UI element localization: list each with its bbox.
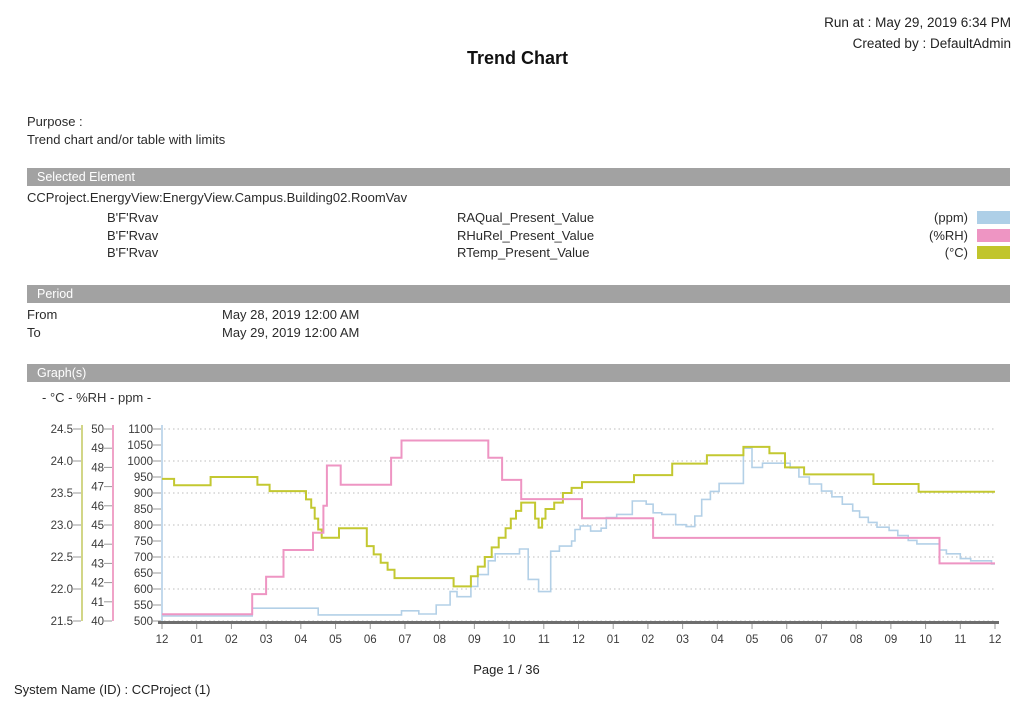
x-tick-label: 06 bbox=[364, 634, 377, 646]
created-by-text: Created by : DefaultAdmin bbox=[852, 36, 1011, 51]
x-tick-label: 11 bbox=[538, 634, 550, 646]
x-tick-label: 08 bbox=[433, 634, 446, 646]
y-tick-label: 21.5 bbox=[51, 616, 73, 628]
signal-name: RHuRel_Present_Value bbox=[457, 227, 595, 243]
x-tick-label: 02 bbox=[225, 634, 238, 646]
period-from-value: May 28, 2019 12:00 AM bbox=[222, 306, 360, 322]
x-tick-label: 06 bbox=[780, 634, 793, 646]
x-tick-label: 02 bbox=[642, 634, 655, 646]
x-tick-label: 04 bbox=[294, 634, 307, 646]
y-tick-label: 24.0 bbox=[51, 456, 73, 468]
y-tick-label: 500 bbox=[134, 616, 153, 628]
y-tick-label: 45 bbox=[91, 520, 104, 532]
y-tick-label: 47 bbox=[91, 482, 104, 494]
period-to-value: May 29, 2019 12:00 AM bbox=[222, 324, 360, 340]
x-tick-label: 11 bbox=[954, 634, 966, 646]
x-tick-label: 12 bbox=[572, 634, 585, 646]
x-tick-label: 01 bbox=[607, 634, 620, 646]
x-tick-label: 12 bbox=[156, 634, 169, 646]
period-to-row: To May 29, 2019 12:00 AM bbox=[27, 323, 1010, 341]
y-tick-label: 43 bbox=[91, 558, 104, 570]
y-tick-label: 600 bbox=[134, 584, 153, 596]
signal-name: RAQual_Present_Value bbox=[457, 210, 595, 226]
y-tick-label: 24.5 bbox=[51, 424, 73, 436]
x-tick-label: 07 bbox=[815, 634, 828, 646]
purpose-block: Purpose : Trend chart and/or table with … bbox=[27, 113, 1010, 149]
x-tick-label: 09 bbox=[468, 634, 481, 646]
x-tick-label: 05 bbox=[746, 634, 759, 646]
period-rows: From May 28, 2019 12:00 AM To May 29, 20… bbox=[27, 305, 1010, 341]
series-RTemp_Present_Value bbox=[162, 445, 995, 588]
y-tick-label: 42 bbox=[91, 578, 104, 590]
graphs-header: Graph(s) bbox=[27, 364, 1010, 382]
system-name: System Name (ID) : CCProject (1) bbox=[14, 682, 211, 697]
element-name: B'F'Rvav bbox=[107, 227, 159, 243]
y-tick-label: 40 bbox=[91, 616, 104, 628]
page-title: Trend Chart bbox=[466, 48, 568, 68]
purpose-label: Purpose : bbox=[27, 114, 83, 129]
period-to-label: To bbox=[27, 324, 41, 340]
signal-unit: (°C) bbox=[944, 245, 968, 261]
x-tick-label: 01 bbox=[190, 634, 203, 646]
y-tick-label: 22.0 bbox=[51, 584, 73, 596]
series-color-swatch bbox=[977, 228, 1010, 242]
y-tick-label: 1000 bbox=[127, 456, 153, 468]
y-tick-label: 800 bbox=[134, 520, 153, 532]
y-tick-label: 49 bbox=[91, 443, 104, 455]
x-tick-label: 09 bbox=[884, 634, 897, 646]
x-tick-label: 03 bbox=[260, 634, 273, 646]
element-row: B'F'Rvav RTemp_Present_Value (°C) bbox=[27, 244, 1010, 262]
y-tick-label: 950 bbox=[134, 472, 153, 484]
signal-unit: (%RH) bbox=[929, 227, 968, 243]
y-tick-label: 550 bbox=[134, 600, 153, 612]
y-tick-label: 23.5 bbox=[51, 488, 73, 500]
y-tick-label: 1100 bbox=[128, 424, 153, 436]
trend-chart: 24.5 24.0 23.5 23.0 22.5 22.0 21.5 50 49 48 47 46 45… bbox=[30, 413, 1015, 668]
purpose-text: Trend chart and/or table with limits bbox=[27, 132, 226, 147]
page-number: Page 1 / 36 bbox=[473, 662, 540, 677]
x-tick-label: 12 bbox=[989, 634, 1002, 646]
graph-units-legend: - °C - %RH - ppm - bbox=[42, 390, 152, 405]
report-run-info: Run at : May 29, 2019 6:34 PM Created by… bbox=[824, 12, 1011, 54]
y-tick-label: 22.5 bbox=[51, 552, 73, 564]
y-tick-label: 44 bbox=[91, 539, 104, 551]
y-tick-label: 700 bbox=[134, 552, 153, 564]
x-tick-label: 04 bbox=[711, 634, 724, 646]
x-tick-label: 03 bbox=[676, 634, 689, 646]
series-color-swatch bbox=[977, 246, 1010, 260]
x-tick-label: 05 bbox=[329, 634, 342, 646]
element-name: B'F'Rvav bbox=[107, 210, 159, 226]
y-tick-label: 900 bbox=[134, 488, 153, 500]
x-tick-label: 07 bbox=[399, 634, 412, 646]
selected-element-path: CCProject.EnergyView:EnergyView.Campus.B… bbox=[27, 190, 408, 205]
y-tick-label: 41 bbox=[91, 597, 104, 609]
element-row: B'F'Rvav RAQual_Present_Value (ppm) bbox=[27, 209, 1010, 227]
selected-element-rows: B'F'Rvav RAQual_Present_Value (ppm) B'F'Rva… bbox=[27, 209, 1010, 262]
y-tick-label: 50 bbox=[91, 424, 104, 436]
x-tick-label: 10 bbox=[919, 634, 932, 646]
signal-unit: (ppm) bbox=[934, 210, 968, 226]
y-tick-label: 48 bbox=[91, 462, 104, 474]
series-RAQual_Present_Value bbox=[162, 447, 995, 617]
element-name: B'F'Rvav bbox=[107, 245, 159, 261]
y-tick-label: 650 bbox=[134, 568, 153, 580]
element-row: B'F'Rvav RHuRel_Present_Value (%RH) bbox=[27, 227, 1010, 245]
y-tick-label: 750 bbox=[134, 536, 153, 548]
y-tick-label: 1050 bbox=[127, 440, 153, 452]
y-tick-label: 46 bbox=[91, 501, 104, 513]
y-tick-label: 850 bbox=[134, 504, 153, 516]
period-header: Period bbox=[27, 285, 1010, 303]
x-axis-line bbox=[158, 621, 999, 624]
trend-chart-svg: 24.5 24.0 23.5 23.0 22.5 22.0 21.5 50 49 48 47 46 45… bbox=[51, 424, 1002, 646]
signal-name: RTemp_Present_Value bbox=[457, 245, 590, 261]
y-tick-label: 23.0 bbox=[51, 520, 73, 532]
x-tick-label: 08 bbox=[850, 634, 863, 646]
series-color-swatch bbox=[977, 211, 1010, 225]
period-from-label: From bbox=[27, 306, 58, 322]
run-at-text: Run at : May 29, 2019 6:34 PM bbox=[824, 15, 1011, 30]
period-from-row: From May 28, 2019 12:00 AM bbox=[27, 305, 1010, 323]
x-tick-label: 10 bbox=[503, 634, 516, 646]
series-RHuRel_Present_Value bbox=[162, 439, 995, 616]
selected-element-header: Selected Element bbox=[27, 168, 1010, 186]
